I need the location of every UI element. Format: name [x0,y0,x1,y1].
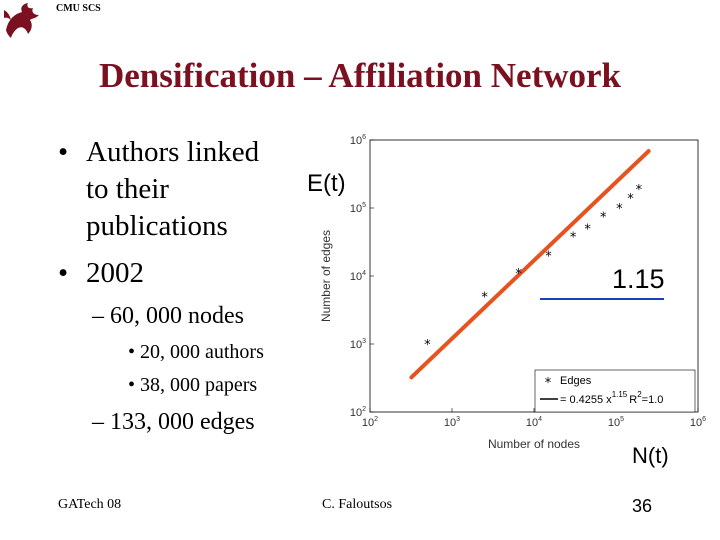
data-point: * [627,192,634,207]
sub-bullet-authors: • 20, 000 authors [128,341,264,363]
data-point: * [481,290,488,305]
page-number: 36 [632,496,653,516]
legend-marker-star: * [545,376,552,391]
data-point: * [636,183,643,198]
slope-underline [540,298,664,300]
x-tick-label: 104 [526,416,542,429]
y-tick-label: 104 [350,270,366,283]
y-axis-label: Number of edges [319,230,333,322]
chart-legend: * Edges = 0.4255 x1.15 R2=1.0 [534,369,696,413]
bullet-marker: • [58,136,69,168]
data-point: * [515,267,522,282]
y-tick-label: 105 [350,202,366,215]
legend-label-edges: Edges [560,375,592,387]
data-point: * [600,210,607,225]
header-label: CMU SCS [56,3,101,14]
sub-bullet-edges: – 133, 000 edges [92,409,255,435]
y-tick-label: 103 [350,338,366,351]
bullet-marker: • [58,257,69,289]
x-tick-label: 102 [362,416,378,429]
x-tick-label: 105 [608,416,624,429]
y-tick-label: 106 [350,134,366,147]
footer-author: C. Faloutsos [322,497,393,512]
data-point: * [545,250,552,265]
footer-venue: GATech 08 [58,497,122,512]
data-point: * [584,222,591,237]
sub-bullet-papers: • 38, 000 papers [128,374,258,396]
sub-bullet-nodes: – 60, 000 nodes [92,303,244,329]
slope-annotation: 1.15 [612,264,665,294]
x-tick-label: 103 [444,416,460,429]
nt-annotation: N(t) [632,443,669,468]
bullet-line-1: Authors linked [86,136,260,168]
slide-title: Densification – Affiliation Network [98,56,622,95]
bullet-line-3: publications [86,210,228,242]
legend-fit-label: = 0.4255 x1.15 R2=1.0 [560,390,663,406]
data-point: * [616,202,623,217]
x-tick-label: 106 [690,416,706,429]
bullet-year: 2002 [86,257,144,289]
fit-line [409,149,651,380]
dragon-icon [4,3,39,38]
bullet-line-2: to their [86,173,169,205]
y-tick-label: 102 [350,406,366,419]
data-point: * [424,338,431,353]
data-point: * [570,231,577,246]
x-axis-label: Number of nodes [488,437,580,451]
et-annotation: E(t) [307,170,346,197]
